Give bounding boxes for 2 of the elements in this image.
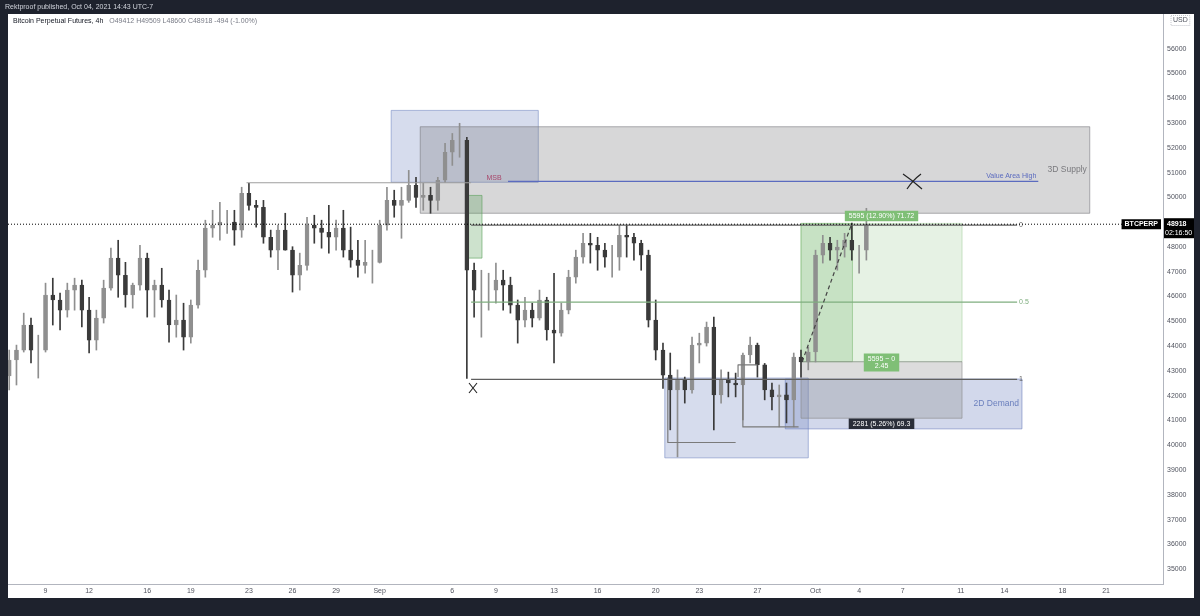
legend-label: 2D Demand	[973, 398, 1020, 409]
legend-label: 3D Supply	[1047, 164, 1088, 175]
